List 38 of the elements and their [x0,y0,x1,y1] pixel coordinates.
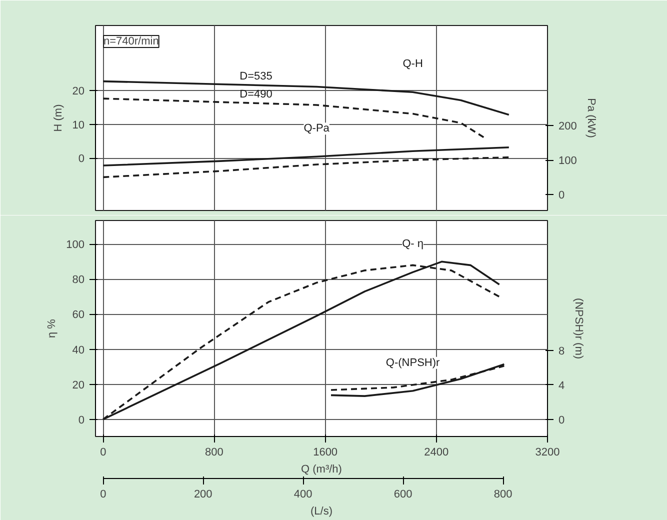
y2-axis-title: Pa (kW) [584,98,597,138]
x-axis-title: Q (m³/h) [301,464,342,476]
annotation: D=490 [240,88,272,101]
x2-tick-label: 800 [494,488,512,500]
y2-tick-label: 4 [558,380,565,392]
x-tick-label: 0 [100,446,106,458]
x-tick-label: 3200 [535,446,560,458]
y-tick-label: 60 [72,309,85,322]
annotation: D=535 [240,70,272,83]
y-tick-label: 10 [72,119,85,132]
y-tick-label: 20 [72,85,85,98]
x2-tick-label: 200 [194,488,212,500]
y2-tick-label: 200 [558,120,577,133]
y2-axis-title: (NPSH)r (m) [572,298,585,360]
y-tick-label: 40 [72,344,85,356]
x-tick-label: 800 [205,446,224,458]
y2-tick-label: 8 [558,345,565,358]
series-label: Q-Pa [304,122,330,135]
series-label: Q-H [402,58,423,70]
y2-tick-label: 100 [558,155,577,168]
series-label: Q- η [402,238,424,250]
x-tick-label: 1600 [313,446,338,458]
y-axis-title: η % [46,318,58,338]
y-tick-label: 20 [72,379,85,392]
x2-tick-label: 0 [100,488,106,500]
x-tick-label: 2400 [424,446,449,458]
y-tick-label: 100 [66,239,85,252]
x2-axis-title: (L/s) [310,506,332,518]
y-tick-label: 80 [72,274,85,286]
y-axis-title: H (m) [52,104,64,132]
x2-tick-label: 600 [394,488,412,500]
x2-tick-label: 400 [294,488,312,500]
annotation: n=740r/min [104,36,159,48]
y2-tick-label: 0 [558,414,565,426]
y2-tick-label: 0 [558,189,565,202]
y-tick-label: 0 [78,153,85,166]
y-tick-label: 0 [78,414,85,426]
series-label: Q-(NPSH)r [386,356,440,369]
